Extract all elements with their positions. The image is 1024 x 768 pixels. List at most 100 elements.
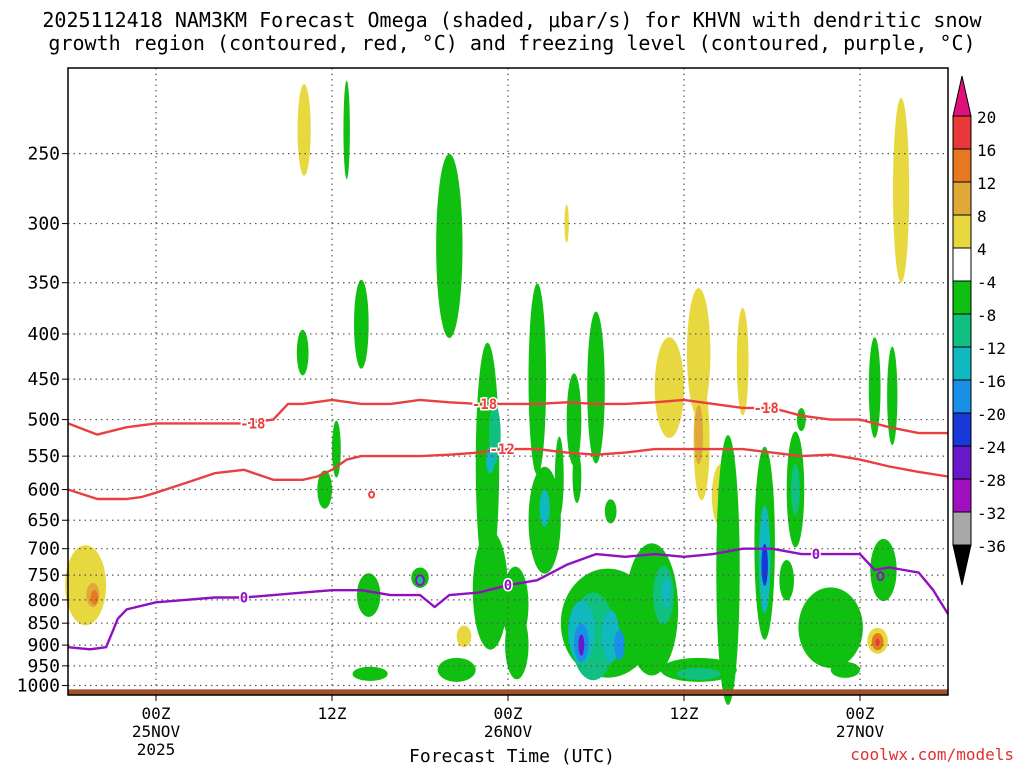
omega-neg-shading: [870, 538, 897, 602]
omega-neg-shading: [486, 445, 495, 474]
colorbar-segment: [952, 115, 972, 150]
omega-neg-shading: [437, 657, 476, 682]
colorbar-top-arrow: [952, 75, 972, 117]
omega-pos-shading: [297, 83, 311, 176]
surface-ground: [68, 689, 948, 695]
colorbar-segment: [952, 280, 972, 315]
colorbar-label: -4: [977, 273, 996, 292]
contour-label: -12: [489, 442, 514, 458]
y-tick-label: 350: [27, 273, 60, 294]
omega-neg-shading: [798, 587, 863, 668]
omega-pos-shading: [686, 288, 711, 418]
y-tick-label: 400: [27, 324, 60, 345]
y-tick-label: 550: [27, 446, 60, 467]
colorbar-segment: [952, 445, 972, 480]
omega-neg-shading: [578, 634, 585, 656]
omega-neg-shading: [528, 283, 547, 475]
omega-neg-shading: [604, 499, 617, 524]
colorbar-segment: [952, 313, 972, 348]
colorbar-label: 12: [977, 174, 996, 193]
omega-neg-shading: [416, 575, 424, 586]
x-tick-label: 00Z: [494, 704, 523, 723]
colorbar-label: -32: [977, 504, 1006, 523]
omega-neg-shading: [796, 408, 806, 432]
x-tick-date: 27NOV: [836, 722, 885, 741]
contour-0-small: [876, 571, 885, 582]
omega-neg-shading: [352, 666, 388, 681]
colorbar-segment: [952, 478, 972, 513]
y-tick-label: 450: [27, 369, 60, 390]
contour-m12: [67, 447, 949, 501]
contour-0: [67, 547, 950, 651]
colorbar-label: 20: [977, 108, 996, 127]
omega-neg-shading: [505, 610, 529, 680]
omega-pos-shading: [694, 405, 704, 465]
contour-label: -18: [240, 416, 265, 432]
omega-neg-shading: [868, 337, 881, 438]
y-tick-label: 950: [27, 656, 60, 677]
plot-frame: [67, 67, 949, 696]
y-tick-label: 250: [27, 144, 60, 165]
contour-0-small: [415, 574, 425, 587]
colorbar-segment: [952, 412, 972, 447]
y-tick-label: 1000: [17, 676, 60, 697]
omega-pos-shading: [875, 638, 880, 646]
omega-neg-shading: [343, 80, 350, 180]
colorbar-segment: [952, 148, 972, 183]
chart-title-line1: 2025112418 NAM3KM Forecast Omega (shaded…: [42, 8, 982, 32]
omega-neg-shading: [587, 311, 605, 464]
colorbar-label: -20: [977, 405, 1006, 424]
y-tick-label: 500: [27, 410, 60, 431]
omega-pos-shading: [65, 545, 107, 626]
omega-pos-shading: [564, 204, 569, 243]
omega-pos-shading: [893, 97, 910, 283]
colorbar-segment: [952, 379, 972, 414]
omega-pos-shading: [736, 307, 749, 416]
y-tick-label: 750: [27, 565, 60, 586]
omega-neg-shading: [779, 560, 795, 601]
contour-m18: [67, 398, 948, 436]
colorbar-segment: [952, 247, 972, 282]
y-tick-label: 650: [27, 510, 60, 531]
colorbar-label: -36: [977, 537, 1006, 556]
chart-title-line2: growth region (contoured, red, °C) and f…: [48, 31, 976, 55]
contour-label: -18: [472, 397, 497, 413]
omega-neg-shading: [676, 667, 721, 680]
contour-m12-small: [368, 490, 376, 499]
x-axis-label: Forecast Time (UTC): [409, 746, 615, 767]
colorbar-label: -8: [977, 306, 996, 325]
omega-neg-shading: [554, 436, 564, 517]
x-tick-label: 00Z: [846, 704, 875, 723]
omega-pos-shading: [456, 625, 472, 648]
colorbar-bottom-arrow: [952, 544, 972, 586]
colorbar-label: 16: [977, 141, 996, 160]
omega-pos-shading: [90, 590, 99, 605]
colorbar-segment: [952, 181, 972, 216]
contour-label: 0: [812, 547, 820, 563]
omega-neg-shading: [761, 543, 768, 586]
omega-neg-shading: [356, 573, 381, 617]
colorbar-segment: [952, 214, 972, 249]
omega-neg-shading: [436, 153, 463, 339]
colorbar-label: 8: [977, 207, 987, 226]
colorbar-label: -28: [977, 471, 1006, 490]
x-tick-date: 25NOV: [132, 722, 181, 741]
omega-pos-shading: [654, 337, 684, 438]
x-tick-label: 12Z: [318, 704, 347, 723]
contour-label: -18: [753, 401, 778, 417]
omega-neg-shading: [887, 346, 898, 446]
omega-neg-shading: [716, 435, 740, 705]
credit-text: coolwx.com/models: [850, 745, 1014, 764]
omega-neg-shading: [572, 450, 582, 504]
omega-neg-shading: [317, 470, 332, 509]
y-tick-label: 850: [27, 613, 60, 634]
x-tick-label: 12Z: [670, 704, 699, 723]
omega-neg-shading: [296, 329, 309, 376]
x-tick-year: 2025: [137, 740, 176, 759]
omega-neg-shading: [539, 489, 550, 527]
y-tick-label: 700: [27, 539, 60, 560]
omega-neg-shading: [830, 661, 860, 678]
y-tick-label: 600: [27, 480, 60, 501]
contour-label: 0: [504, 578, 512, 594]
